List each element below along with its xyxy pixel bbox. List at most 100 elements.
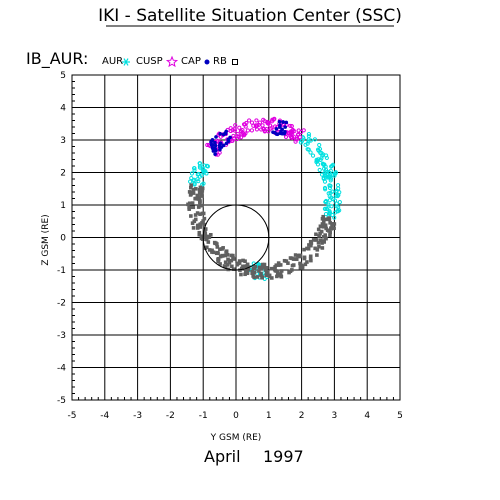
- cusp-point: [232, 128, 238, 133]
- rb-point: [327, 217, 332, 222]
- rb-point: [278, 272, 283, 276]
- rb-point: [203, 235, 207, 239]
- aur-point: [335, 183, 341, 188]
- x-tick-label: -5: [68, 411, 77, 421]
- aur-point: [201, 181, 206, 186]
- aur-point: [305, 141, 310, 146]
- aur-point: [317, 146, 323, 152]
- rb-point: [332, 226, 336, 230]
- cusp-point: [288, 123, 293, 129]
- y-tick-label: 0: [60, 234, 66, 244]
- cap-point: [283, 125, 287, 129]
- cusp-point: [261, 117, 266, 123]
- cap-point: [213, 140, 217, 145]
- aur-point: [306, 139, 311, 144]
- rb-point: [241, 264, 245, 269]
- aur-point: [192, 168, 197, 173]
- rb-point: [201, 211, 206, 216]
- rb-point: [330, 223, 334, 228]
- rb-point: [187, 190, 192, 194]
- rb-point: [226, 257, 230, 262]
- rb-point: [286, 261, 290, 265]
- aur-point: [327, 211, 332, 216]
- aur-point: [320, 161, 326, 167]
- aur-point: [192, 166, 197, 171]
- aur-point: [310, 153, 316, 158]
- cap-point: [280, 127, 284, 132]
- rb-point: [239, 272, 243, 277]
- aur-point: [323, 199, 328, 205]
- aur-point: [205, 164, 210, 169]
- rb-point: [321, 224, 326, 229]
- x-tick-label: -1: [199, 411, 208, 421]
- aur-point: [328, 183, 333, 188]
- rb-point: [318, 238, 323, 242]
- rb-point: [216, 251, 220, 255]
- aur-point: [337, 199, 342, 205]
- aur-point: [327, 210, 332, 215]
- rb-point: [207, 248, 212, 252]
- aur-point: [189, 175, 194, 181]
- cusp-point: [296, 128, 301, 133]
- y-tick-label: -2: [57, 299, 66, 309]
- cusp-point: [294, 137, 299, 142]
- aur-point: [322, 172, 328, 177]
- rb-point: [222, 264, 227, 268]
- aur-point: [306, 132, 312, 137]
- aur-point: [197, 174, 203, 179]
- rb-point: [302, 256, 307, 261]
- rb-point: [317, 234, 321, 238]
- rb-point: [313, 238, 318, 242]
- cap-point: [281, 120, 285, 124]
- rb-point: [236, 261, 241, 266]
- aur-point: [308, 150, 313, 155]
- legend-asterisk-stroke: [123, 58, 129, 66]
- chart-subtitle: IB_AUR:: [26, 49, 88, 69]
- aur-point: [330, 162, 336, 167]
- rb-point: [195, 211, 200, 215]
- aur-point: [323, 206, 328, 211]
- aur-point: [192, 182, 197, 187]
- rb-point: [317, 244, 321, 249]
- y-tick-label: 3: [60, 136, 66, 146]
- rb-point: [311, 238, 316, 242]
- rb-point: [263, 268, 268, 272]
- cap-point: [218, 132, 222, 136]
- x-tick-label: 2: [299, 411, 305, 421]
- plot-frame: [71, 74, 401, 401]
- cap-point: [210, 142, 215, 147]
- footer-year: 1997: [263, 447, 304, 466]
- aur-point: [327, 198, 332, 203]
- rb-point: [202, 222, 206, 227]
- rb-point: [223, 253, 228, 258]
- y-tick-label: -5: [57, 396, 66, 406]
- rb-point: [191, 226, 196, 230]
- aur-point: [196, 179, 201, 184]
- rb-point: [323, 236, 328, 241]
- cusp-point: [290, 127, 295, 133]
- rb-point: [273, 268, 278, 273]
- rb-point: [198, 203, 203, 208]
- rb-point: [197, 230, 202, 235]
- legend: AUR CUSP CAP RB: [102, 55, 238, 68]
- rb-point: [316, 227, 321, 232]
- aur-point: [323, 153, 329, 158]
- rb-point: [216, 259, 220, 264]
- rb-point: [229, 258, 234, 263]
- rb-point: [194, 187, 198, 191]
- rb-point: [305, 260, 309, 264]
- cap-point: [221, 143, 226, 148]
- rb-point: [257, 265, 262, 270]
- rb-point: [309, 258, 313, 263]
- rb-point: [227, 260, 232, 265]
- x-tick-label: 3: [332, 411, 338, 421]
- aur-point: [197, 165, 203, 170]
- rb-point: [264, 273, 269, 278]
- rb-point: [329, 226, 333, 230]
- aur-point: [314, 157, 319, 163]
- rb-point: [193, 213, 198, 217]
- rb-point: [278, 263, 283, 267]
- rb-point: [198, 199, 202, 203]
- earth-outline: [202, 204, 270, 271]
- rb-point: [275, 272, 280, 276]
